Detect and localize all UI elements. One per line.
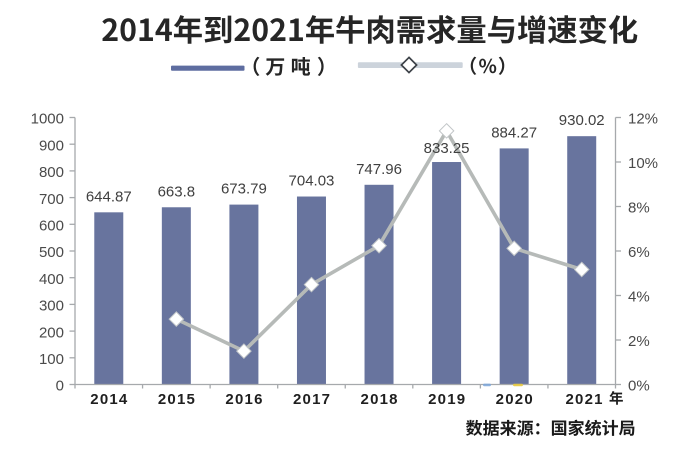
svg-text:833.25: 833.25 <box>424 140 470 157</box>
svg-text:2019: 2019 <box>428 391 465 408</box>
svg-text:8%: 8% <box>628 200 650 217</box>
svg-text:400: 400 <box>39 271 64 288</box>
svg-text:100: 100 <box>39 351 64 368</box>
svg-text:663.8: 663.8 <box>158 183 196 200</box>
svg-text:2021: 2021 <box>566 391 603 408</box>
svg-text:4%: 4% <box>628 289 650 306</box>
svg-text:500: 500 <box>39 244 64 261</box>
svg-text:930.02: 930.02 <box>559 112 605 129</box>
svg-text:200: 200 <box>39 324 64 341</box>
svg-text:900: 900 <box>39 137 64 154</box>
svg-text:1000: 1000 <box>31 111 64 128</box>
svg-text:0: 0 <box>56 378 64 395</box>
svg-text:2020: 2020 <box>496 391 533 408</box>
svg-text:600: 600 <box>39 218 64 235</box>
svg-text:673.79: 673.79 <box>221 181 267 198</box>
svg-text:12%: 12% <box>628 111 658 128</box>
svg-text:800: 800 <box>39 164 64 181</box>
svg-text:747.96: 747.96 <box>356 161 402 178</box>
svg-text:2017: 2017 <box>293 391 330 408</box>
svg-text:300: 300 <box>39 298 64 315</box>
svg-text:700: 700 <box>39 191 64 208</box>
svg-text:2016: 2016 <box>225 391 262 408</box>
svg-text:2015: 2015 <box>158 391 195 408</box>
svg-text:644.87: 644.87 <box>86 188 132 205</box>
svg-text:2014: 2014 <box>90 391 128 408</box>
svg-text:10%: 10% <box>628 155 658 172</box>
svg-text:884.27: 884.27 <box>491 124 537 141</box>
svg-text:2018: 2018 <box>361 391 398 408</box>
svg-text:6%: 6% <box>628 244 650 261</box>
svg-text:704.03: 704.03 <box>289 173 335 190</box>
svg-text:2%: 2% <box>628 333 650 350</box>
svg-text:0%: 0% <box>628 378 650 395</box>
